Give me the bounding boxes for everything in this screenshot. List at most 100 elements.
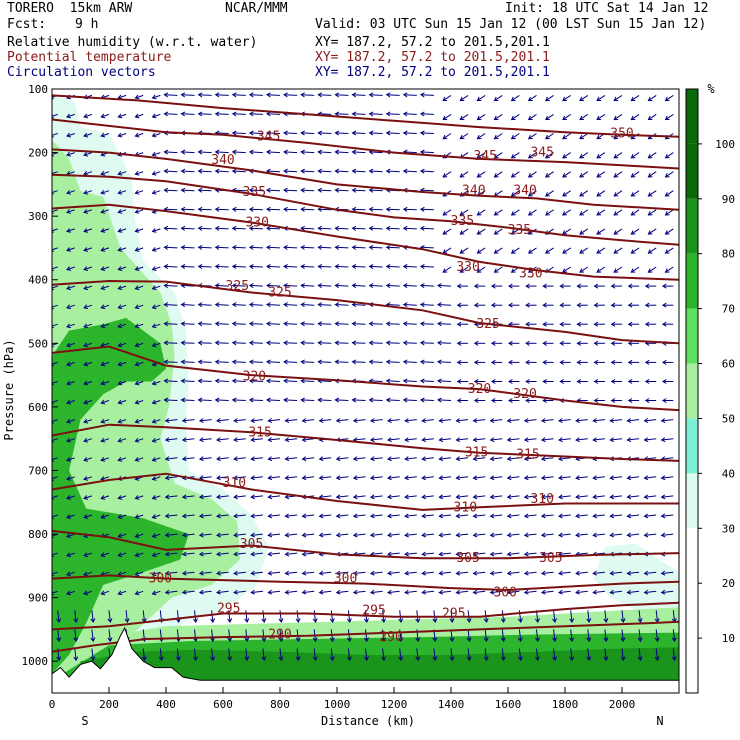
wind-vector (626, 418, 640, 424)
wind-vector (438, 418, 452, 424)
wind-vector (647, 94, 657, 102)
wind-vector (216, 437, 229, 443)
wind-vector (151, 151, 161, 157)
wind-vector (197, 168, 212, 174)
wind-vector (198, 570, 212, 576)
wind-vector (134, 418, 144, 424)
wind-vector (180, 206, 195, 212)
wind-vector (472, 532, 486, 538)
wind-vector (609, 494, 623, 500)
wind-vector (244, 648, 250, 662)
wind-vector (346, 610, 352, 623)
colorbar-label-90: 90 (722, 193, 735, 206)
wind-vector (151, 418, 161, 424)
field-xy-rh: XY= 187.2, 57.2 to 201.5,201.1 (315, 35, 550, 50)
wind-vector (586, 629, 592, 643)
wind-vector (525, 302, 537, 308)
wind-vector (398, 648, 404, 662)
wind-vector (664, 171, 674, 178)
wind-vector (647, 190, 657, 197)
colorbar-frame (685, 88, 699, 694)
wind-vector (381, 648, 387, 662)
wind-vector (66, 456, 75, 462)
wind-vector (83, 304, 93, 310)
wind-vector (527, 133, 537, 140)
wind-vector (525, 340, 537, 346)
wind-vector (266, 378, 281, 384)
wind-vector (402, 168, 417, 174)
wind-vector (421, 589, 434, 595)
wind-vector (385, 92, 400, 98)
wind-vector (613, 209, 623, 216)
wind-vector (198, 418, 212, 424)
wind-vector (609, 418, 623, 424)
wind-vector (163, 321, 178, 327)
wind-vector (181, 494, 195, 500)
wind-vector (610, 302, 622, 308)
contour-label-345: 345 (530, 146, 553, 161)
wind-vector (300, 321, 315, 327)
wind-vector (442, 94, 452, 102)
y-tick-label-300: 300 (28, 210, 48, 223)
wind-vector (455, 513, 469, 519)
wind-vector (352, 456, 366, 462)
wind-vector (214, 244, 229, 250)
wind-vector (489, 589, 503, 595)
wind-vector (248, 130, 263, 136)
x-tick-label-400: 400 (156, 698, 176, 711)
wind-vector (352, 494, 366, 500)
wind-vector (214, 168, 229, 174)
wind-vector (609, 570, 623, 576)
contour-label-345: 345 (257, 130, 280, 145)
wind-vector (83, 399, 93, 405)
wind-vector (421, 532, 434, 538)
wind-vector (117, 361, 127, 367)
wind-vector (438, 589, 452, 595)
wind-vector (489, 494, 503, 500)
wind-vector (385, 264, 400, 270)
wind-vector (643, 589, 657, 595)
wind-vector (100, 418, 110, 424)
wind-vector (442, 113, 452, 121)
wind-vector (244, 610, 250, 623)
wind-vector (419, 321, 434, 327)
wind-vector (483, 629, 489, 643)
wind-vector (216, 551, 229, 557)
wind-vector (335, 494, 349, 500)
wind-vector (540, 570, 554, 576)
wind-vector (117, 514, 127, 519)
wind-vector (579, 266, 589, 273)
wind-vector (151, 514, 161, 519)
wind-vector (351, 206, 366, 212)
colorbar-label-10: 10 (722, 632, 735, 645)
wind-vector (489, 475, 503, 481)
wind-vector (562, 113, 571, 121)
wind-vector (83, 170, 93, 176)
wind-vector (335, 589, 349, 595)
wind-vector (576, 359, 588, 365)
wind-vector (419, 397, 434, 403)
wind-vector (214, 397, 229, 403)
wind-vector (527, 209, 537, 216)
wind-vector (198, 475, 212, 481)
wind-vector (346, 648, 352, 662)
wind-vector (506, 532, 520, 538)
wind-vector (317, 359, 332, 365)
wind-vector (100, 266, 110, 271)
wind-vector (661, 302, 674, 308)
wind-vector (473, 283, 486, 289)
valid-time: Valid: 03 UTC Sun 15 Jan 12 (00 LST Sun … (315, 17, 707, 32)
wind-vector (517, 648, 523, 662)
wind-vector (493, 152, 503, 159)
wind-vector (66, 571, 75, 577)
wind-vector (442, 266, 452, 273)
wind-vector (402, 111, 417, 117)
wind-vector (151, 132, 161, 138)
wind-vector (506, 513, 520, 519)
wind-vector (637, 629, 643, 643)
wind-vector (385, 340, 400, 346)
wind-vector (630, 113, 640, 121)
wind-vector (664, 190, 674, 197)
wind-vector (301, 513, 315, 519)
wind-vector (300, 359, 315, 365)
